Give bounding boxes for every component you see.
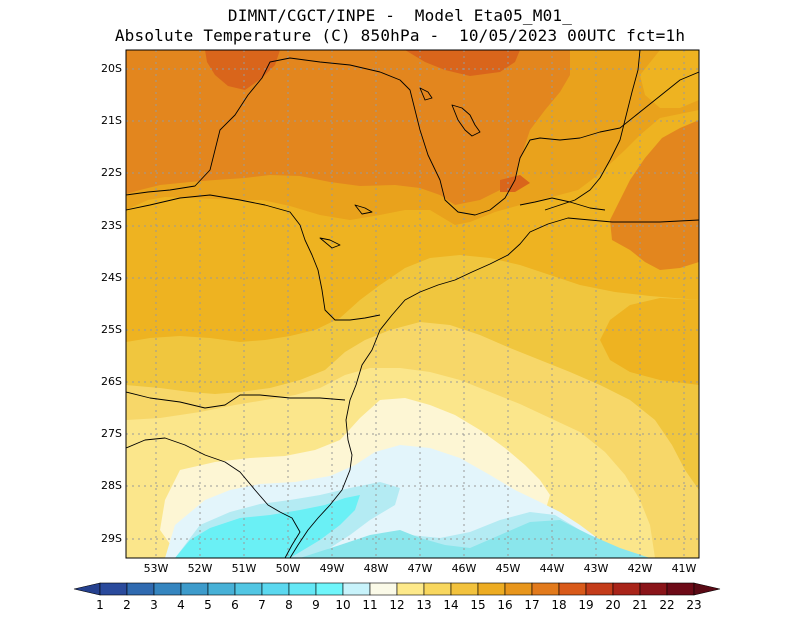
colorbar-swatch — [342, 582, 371, 596]
colorbar-label: 3 — [150, 598, 158, 612]
lon-label: 44W — [539, 562, 565, 575]
colorbar-swatch — [99, 582, 128, 596]
state-border-sc-rs — [126, 437, 301, 558]
lake-1 — [451, 104, 481, 137]
colorbar-label: 17 — [524, 598, 540, 612]
borders — [126, 50, 699, 558]
colorbar-label: 22 — [659, 598, 675, 612]
lon-label: 48W — [363, 562, 389, 575]
lat-label: 23S — [101, 219, 122, 232]
colorbar-swatch — [666, 582, 695, 596]
colorbar-swatch — [585, 582, 614, 596]
colorbar-label: 13 — [416, 598, 432, 612]
temperature-field — [126, 50, 699, 558]
lon-label: 47W — [407, 562, 433, 575]
lat-label: 22S — [101, 166, 122, 179]
colorbar-swatch — [504, 582, 533, 596]
colorbar-swatch — [477, 582, 506, 596]
colorbar-label: 12 — [389, 598, 405, 612]
lat-label: 29S — [101, 532, 122, 545]
colorbar-high-end — [693, 582, 721, 596]
colorbar — [73, 582, 721, 596]
colorbar-label: 15 — [470, 598, 486, 612]
lon-label: 43W — [583, 562, 609, 575]
colorbar-swatch — [423, 582, 452, 596]
graticule — [126, 50, 699, 558]
colorbar-swatch — [315, 582, 344, 596]
colorbar-swatch — [639, 582, 668, 596]
lon-label: 49W — [319, 562, 345, 575]
colorbar-swatch — [531, 582, 560, 596]
temp-band-18-north — [126, 50, 570, 205]
temp-band-16-arm — [600, 298, 699, 385]
state-border-mg-rj — [519, 197, 606, 211]
colorbar-swatch — [234, 582, 263, 596]
colorbar-swatch — [450, 582, 479, 596]
colorbar-swatch — [288, 582, 317, 596]
lake-4 — [354, 204, 373, 215]
lon-label: 52W — [187, 562, 213, 575]
colorbar-label: 4 — [177, 598, 185, 612]
colorbar-label: 21 — [632, 598, 648, 612]
colorbar-swatch — [180, 582, 209, 596]
lon-label: 45W — [495, 562, 521, 575]
map-title-line-2: Absolute Temperature (C) 850hPa - 10/05/… — [114, 26, 686, 45]
temp-band-9 — [175, 495, 360, 558]
colorbar-label: 23 — [686, 598, 702, 612]
colorbar-label: 9 — [312, 598, 320, 612]
colorbar-swatch — [207, 582, 236, 596]
colorbar-label: 20 — [605, 598, 621, 612]
lon-label: 46W — [451, 562, 477, 575]
state-border-pr-sc — [126, 391, 346, 409]
colorbar-swatch — [558, 582, 587, 596]
colorbar-label: 8 — [285, 598, 293, 612]
temp-band-9-south — [300, 520, 650, 558]
lon-label: 51W — [231, 562, 257, 575]
colorbar-label: 18 — [551, 598, 567, 612]
state-border-mg-sp — [126, 57, 699, 216]
colorbar-label: 19 — [578, 598, 594, 612]
lat-label: 20S — [101, 62, 122, 75]
colorbar-label: 14 — [443, 598, 459, 612]
plot-border — [125, 49, 700, 559]
colorbar-label: 2 — [123, 598, 131, 612]
lat-label: 28S — [101, 479, 122, 492]
colorbar-label: 1 — [96, 598, 104, 612]
temp-band-19-patch-1 — [205, 50, 280, 90]
colorbar-swatch — [612, 582, 641, 596]
lat-label: 21S — [101, 114, 122, 127]
map-title-line-1: DIMNT/CGCT/INPE - Model Eta05_M01_ — [227, 6, 573, 25]
temp-band-19-patch-3 — [500, 175, 530, 192]
lat-label: 24S — [101, 271, 122, 284]
lat-label: 26S — [101, 375, 122, 388]
colorbar-swatch — [153, 582, 182, 596]
temp-band-19-patch-2 — [405, 50, 520, 76]
colorbar-label: 11 — [362, 598, 378, 612]
lon-label: 42W — [627, 562, 653, 575]
lake-2 — [419, 87, 433, 101]
colorbar-swatch — [369, 582, 398, 596]
colorbar-low-end — [73, 582, 101, 596]
colorbar-label: 7 — [258, 598, 266, 612]
colorbar-label: 5 — [204, 598, 212, 612]
colorbar-swatch — [126, 582, 155, 596]
lon-label: 50W — [275, 562, 301, 575]
colorbar-label: 6 — [231, 598, 239, 612]
colorbar-label: 16 — [497, 598, 513, 612]
temp-band-18-east — [610, 120, 699, 270]
lat-label: 25S — [101, 323, 122, 336]
colorbar-swatch — [261, 582, 290, 596]
lon-label: 41W — [671, 562, 697, 575]
lon-label: 53W — [143, 562, 169, 575]
colorbar-label: 10 — [335, 598, 351, 612]
colorbar-swatch — [396, 582, 425, 596]
coastline — [289, 217, 699, 558]
state-border-sp-pr — [126, 194, 381, 321]
lake-3 — [319, 237, 341, 249]
lat-label: 27S — [101, 427, 122, 440]
